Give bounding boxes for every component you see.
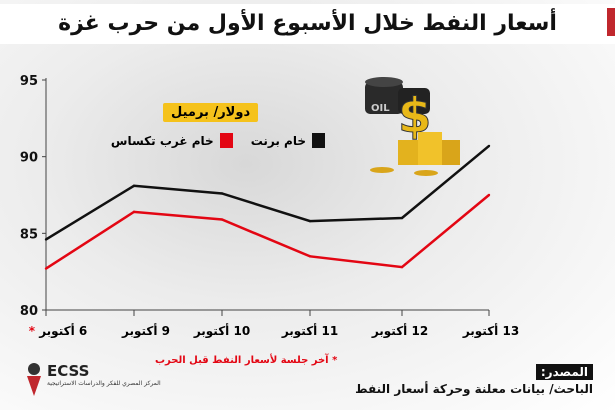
y-tick-label: 90	[20, 151, 38, 166]
y-tick-label: 80	[20, 304, 38, 319]
oil-barrel-coins-image: OIL $	[365, 77, 460, 176]
logo-name: ECSS	[47, 362, 90, 380]
y-tick-label: 85	[20, 227, 38, 242]
x-tick-text: 11 أكتوبر	[281, 324, 339, 338]
asterisk-icon: *	[332, 355, 338, 366]
data-point	[132, 210, 136, 214]
data-point	[44, 238, 48, 241]
x-tick-label: 9 أكتوبر	[122, 324, 170, 338]
legend-item-brent: خام برنت	[251, 133, 325, 148]
data-point	[487, 193, 491, 197]
logo-emblem-icon	[27, 363, 41, 396]
data-point	[44, 267, 48, 270]
source-label: المصدر:	[535, 364, 593, 380]
legend-item-wti: خام غرب تكساس	[111, 133, 233, 148]
x-tick-text: 12 أكتوبر	[371, 324, 429, 338]
x-tick-label: 13 أكتوبر	[463, 324, 519, 338]
series-line	[45, 194, 490, 270]
legend-swatch-black	[312, 133, 325, 148]
x-tick-label: 12 أكتوبر	[372, 324, 428, 338]
x-tick-label: 11 أكتوبر	[282, 324, 338, 338]
x-tick-text: 10 أكتوبر	[193, 324, 251, 338]
legend-label: خام برنت	[250, 133, 306, 148]
data-point	[400, 216, 404, 220]
data-point	[400, 265, 404, 269]
legend-label: خام غرب تكساس	[110, 133, 214, 148]
chart-title: أسعار النفط خلال الأسبوع الأول من حرب غز…	[0, 4, 615, 44]
series-line	[45, 144, 490, 241]
svg-text:OIL: OIL	[371, 103, 390, 114]
asterisk-icon: *	[28, 324, 40, 338]
data-point	[487, 144, 491, 148]
footnote-text: آخر جلسة لأسعار النفط قبل الحرب	[155, 355, 329, 366]
source-text: الباحث/ بيانات معلنة وحركة أسعار النفط	[355, 382, 593, 396]
data-point	[308, 255, 312, 258]
ecss-logo: ECSS المركز المصري للفكر والدراسات الاست…	[25, 362, 161, 400]
legend-swatch-red	[219, 133, 233, 148]
y-tick-label: 95	[20, 74, 38, 89]
unit-label: دولار/ برميل	[163, 103, 259, 122]
title-text: أسعار النفط خلال الأسبوع الأول من حرب غز…	[58, 11, 557, 36]
data-point	[220, 218, 224, 221]
x-tick-text: 13 أكتوبر	[462, 324, 520, 338]
x-tick-text: 6 أكتوبر	[39, 324, 88, 338]
footnote: * آخر جلسة لأسعار النفط قبل الحرب	[155, 355, 337, 366]
data-point	[308, 219, 312, 223]
x-tick-label: 6 أكتوبر *	[29, 324, 87, 338]
data-point	[220, 192, 224, 195]
legend: خام برنت خام غرب تكساس	[110, 133, 325, 148]
x-tick-label: 10 أكتوبر	[194, 324, 250, 338]
logo-subtitle: المركز المصري للفكر والدراسات الاستراتيج…	[47, 380, 161, 387]
title-accent	[607, 8, 615, 36]
x-tick-text: 9 أكتوبر	[121, 324, 171, 338]
data-point	[132, 184, 136, 187]
